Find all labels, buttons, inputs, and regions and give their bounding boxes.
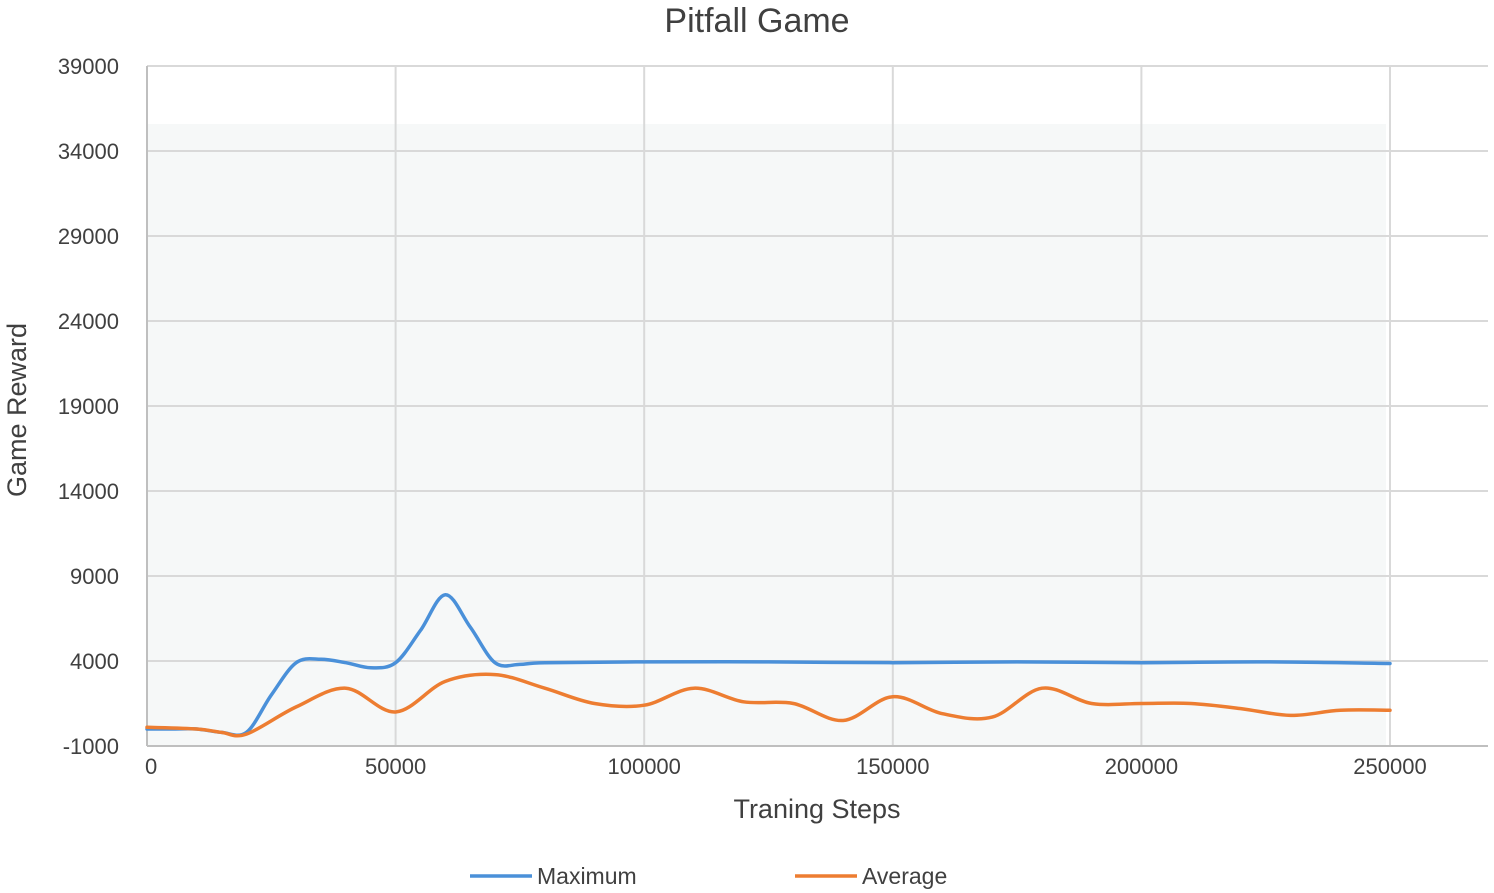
legend-item-maximum: Maximum: [470, 863, 637, 889]
x-axis-title: Traning Steps: [733, 794, 900, 824]
y-tick-label: 34000: [58, 139, 119, 164]
axes: [146, 66, 1488, 747]
x-tick-label: 250000: [1353, 754, 1426, 779]
plot-area-shading: [147, 124, 1386, 746]
legend-label-maximum: Maximum: [537, 863, 637, 889]
y-tick-label: 29000: [58, 224, 119, 249]
gridlines: [147, 65, 1488, 746]
series-line-maximum: [145, 592, 1392, 738]
y-tick-label: 4000: [70, 649, 119, 674]
legend-item-average: Average: [795, 863, 947, 889]
y-tick-label: 14000: [58, 479, 119, 504]
y-tick-label: 9000: [70, 564, 119, 589]
y-tick-label: -1000: [63, 734, 119, 759]
y-tick-label: 24000: [58, 309, 119, 334]
legend-label-average: Average: [862, 863, 947, 889]
y-axis-title: Game Reward: [2, 323, 32, 497]
x-tick-label: 150000: [856, 754, 929, 779]
x-tick-label: 100000: [607, 754, 680, 779]
tick-labels: -1000 4000 9000 14000 19000 24000 29000 34000 39…: [58, 54, 1427, 779]
legend: Maximum Average: [470, 863, 947, 889]
chart-title: Pitfall Game: [664, 2, 849, 40]
y-tick-label: 39000: [58, 54, 119, 79]
y-tick-label: 19000: [58, 394, 119, 419]
series-layer: [145, 592, 1392, 738]
series-line-average: [145, 672, 1392, 738]
x-tick-label: 50000: [365, 754, 426, 779]
x-tick-label: 0: [145, 754, 157, 779]
x-tick-label: 200000: [1105, 754, 1178, 779]
